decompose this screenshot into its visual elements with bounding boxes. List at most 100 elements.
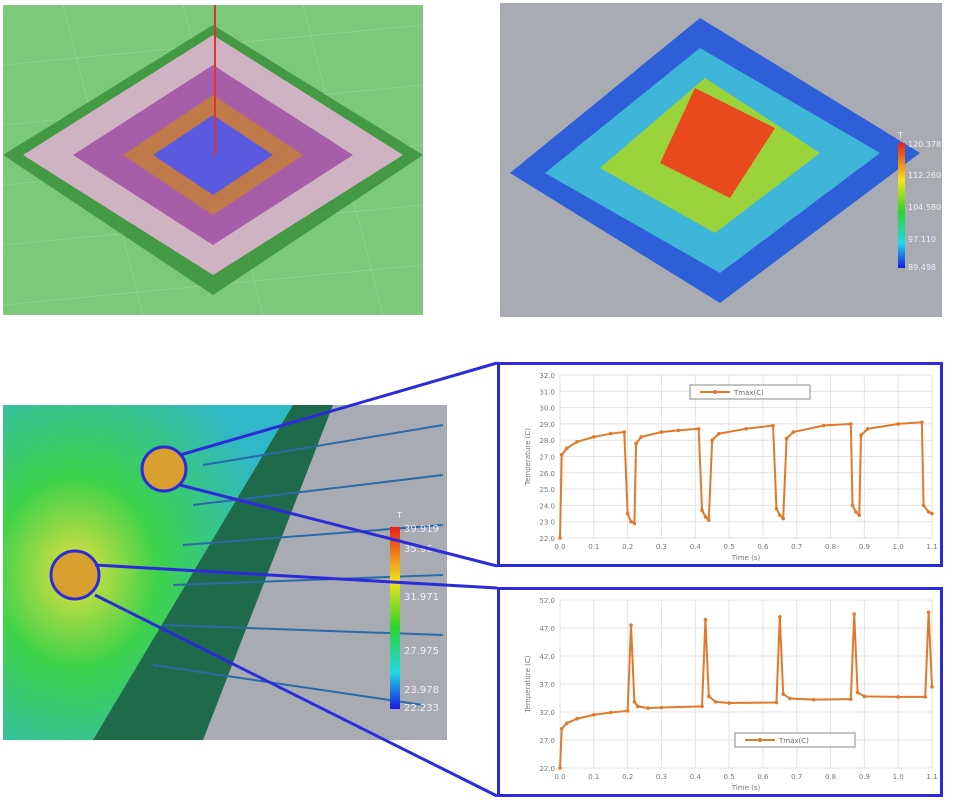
data-point	[703, 617, 708, 622]
connector-line	[179, 361, 498, 457]
x-tick-label: 0.0	[554, 773, 565, 781]
thermal-result-render: T 120.378 112.260 104.580 97.110 89.498	[500, 3, 942, 317]
data-point	[778, 513, 782, 517]
data-point	[622, 430, 627, 434]
data-point	[635, 704, 640, 709]
data-point	[564, 446, 569, 451]
connector-line	[94, 563, 498, 590]
data-point	[896, 422, 900, 426]
data-point	[659, 430, 664, 434]
data-point	[920, 420, 924, 425]
x-tick-label: 0.8	[825, 543, 836, 551]
data-point	[717, 431, 721, 436]
data-point	[558, 536, 562, 540]
colorbar-title: T	[898, 131, 903, 140]
data-point	[771, 423, 775, 428]
x-tick-label: 0.5	[724, 543, 735, 551]
y-tick-label: 32.0	[539, 709, 555, 717]
x-tick-label: 1.0	[893, 773, 904, 781]
data-point	[632, 700, 637, 704]
data-point	[592, 435, 596, 439]
data-point	[791, 430, 796, 434]
data-point	[625, 511, 630, 516]
x-tick-label: 0.1	[588, 773, 599, 781]
data-point	[559, 453, 564, 457]
data-point	[855, 690, 860, 695]
data-point	[852, 612, 857, 616]
die	[153, 115, 273, 195]
x-tick-label: 0.3	[656, 543, 667, 551]
colorbar-title: T	[397, 511, 402, 520]
y-tick-label: 27.0	[539, 454, 555, 462]
x-tick-label: 0.9	[859, 773, 870, 781]
legend-label: Tmax(C)	[733, 389, 764, 397]
legend-box	[734, 732, 856, 748]
x-tick-label: 0.0	[554, 543, 565, 551]
y-axis-label: Temperature (C)	[524, 655, 532, 713]
x-tick-label: 0.7	[791, 773, 802, 781]
data-point	[608, 431, 613, 436]
data-point	[703, 515, 708, 519]
connector-line	[94, 593, 498, 798]
data-point	[774, 506, 779, 511]
y-tick-label: 28.0	[539, 437, 555, 445]
die-hot	[660, 88, 775, 198]
data-point	[896, 695, 900, 699]
x-tick-label: 0.4	[690, 773, 702, 781]
y-tick-label: 22.0	[539, 535, 555, 543]
data-point	[646, 706, 650, 710]
data-point	[774, 700, 779, 705]
data-point	[676, 428, 681, 433]
y-tick-label: 47.0	[539, 625, 555, 633]
data-point	[854, 510, 858, 514]
thermal-drawing	[510, 18, 920, 303]
y-tick-label: 22.0	[539, 765, 555, 773]
data-point	[575, 716, 579, 721]
x-axis-label: Time (s)	[731, 784, 761, 792]
x-tick-label: 0.9	[859, 543, 870, 551]
series-line	[559, 421, 933, 539]
data-point	[629, 519, 633, 524]
data-point	[592, 713, 596, 717]
data-point	[713, 700, 718, 704]
package-geometry-render	[2, 4, 424, 316]
connector-line	[179, 483, 498, 568]
colorbar-label: 31.971	[404, 592, 439, 603]
data-point	[781, 516, 785, 521]
legend-label: Tmax(C)	[778, 737, 809, 745]
data-point	[926, 510, 931, 514]
data-point	[859, 433, 863, 438]
colorbar-label: 23.978	[404, 685, 439, 696]
data-point	[778, 615, 782, 619]
x-tick-label: 0.3	[656, 773, 667, 781]
data-point	[781, 692, 785, 696]
data-point	[659, 705, 664, 710]
data-point	[558, 766, 562, 770]
x-tick-label: 1.1	[926, 773, 937, 781]
legend-box	[689, 384, 811, 400]
data-point	[575, 440, 579, 444]
data-point	[632, 521, 637, 526]
y-tick-label: 25.0	[539, 486, 555, 494]
data-point	[811, 697, 816, 702]
y-tick-label: 23.0	[539, 519, 555, 527]
colorbar-label: 120.378	[908, 140, 942, 149]
data-point	[788, 696, 792, 701]
chart-hotspot-2: 22.0 27.0 32.0 37.0 42.0 47.0 52.0 0.0 0.1 0.2 0.3…	[497, 587, 943, 797]
chart-1-svg: 22.0 23.0 24.0 25.0 26.0 27.0 28.0 29.0 30.0 31.0…	[524, 372, 938, 562]
colorbar-label: 97.110	[908, 235, 936, 244]
legend-marker	[758, 738, 762, 742]
data-point	[707, 694, 711, 699]
x-tick-label: 0.6	[757, 773, 769, 781]
y-tick-label: 52.0	[539, 597, 555, 605]
data-point	[865, 426, 870, 431]
data-point	[700, 508, 704, 513]
x-tick-label: 0.2	[622, 773, 633, 781]
y-tick-label: 27.0	[539, 737, 555, 745]
colorbar-label: 104.580	[908, 203, 942, 212]
temperature-field	[3, 405, 293, 740]
data-point	[744, 426, 748, 431]
data-point	[710, 438, 714, 442]
y-tick-label: 26.0	[539, 470, 555, 478]
colorbar-label: 112.260	[908, 171, 942, 180]
